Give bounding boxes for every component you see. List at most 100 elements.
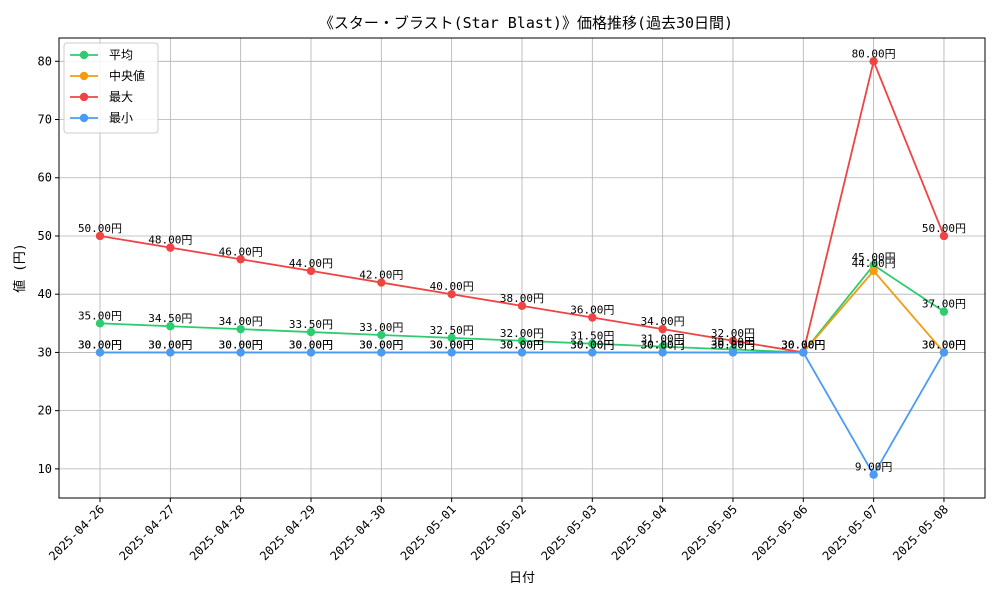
- data-label: 31.00円: [641, 333, 685, 346]
- data-label: 44.00円: [852, 257, 896, 270]
- data-point: [728, 336, 738, 345]
- data-label: 30.00円: [781, 338, 825, 351]
- data-label: 30.00円: [781, 338, 825, 351]
- data-label: 30.00円: [78, 338, 122, 351]
- data-point: [306, 327, 316, 337]
- data-label: 50.00円: [922, 222, 966, 235]
- x-tick-label: 2025-05-08: [890, 502, 951, 563]
- data-point: [377, 330, 386, 340]
- x-tick-label: 2025-05-03: [538, 502, 599, 563]
- data-label: 30.00円: [641, 338, 685, 351]
- data-label: 34.00円: [641, 315, 685, 328]
- data-label: 30.00円: [570, 338, 614, 351]
- data-point: [728, 348, 738, 357]
- data-point: [517, 336, 527, 345]
- x-tick-label: 2025-04-27: [116, 502, 177, 563]
- data-label: 37.00円: [922, 298, 966, 311]
- data-label: 30.00円: [711, 338, 755, 351]
- data-label: 30.00円: [359, 338, 403, 351]
- data-label: 32.00円: [711, 327, 755, 340]
- data-labels: 35.00円 34.50円 34.00円 33.50円 33.00円 32.50円 32.0…: [78, 47, 966, 473]
- data-label: 38.00円: [500, 292, 544, 305]
- legend-box: [63, 42, 159, 134]
- data-point: [236, 255, 245, 264]
- data-point: [658, 324, 667, 334]
- data-point: [658, 348, 667, 357]
- data-label: 40.00円: [430, 280, 474, 293]
- series-lines: [95, 57, 949, 479]
- x-tick-label: 2025-05-07: [820, 502, 881, 563]
- data-point: [939, 348, 949, 357]
- y-tick-label: 10: [38, 462, 52, 476]
- data-point: [306, 348, 316, 357]
- data-point: [869, 57, 878, 66]
- data-label: 34.00円: [219, 315, 263, 328]
- y-tick-label: 70: [38, 113, 52, 127]
- data-label: 32.50円: [430, 324, 474, 337]
- data-label: 30.00円: [500, 338, 544, 351]
- data-label: 80.00円: [852, 47, 896, 60]
- x-axis-label: 日付: [509, 571, 535, 586]
- data-point: [166, 348, 175, 357]
- x-tick-label: 2025-04-29: [257, 502, 318, 563]
- data-point: [939, 231, 949, 241]
- x-tick-label: 2025-04-26: [46, 502, 107, 563]
- legend-marker: [79, 92, 89, 102]
- y-tick-label: 50: [38, 229, 52, 243]
- y-axis-label: 値 (円): [12, 243, 28, 292]
- data-point: [447, 290, 456, 299]
- y-tick-label: 80: [38, 54, 52, 68]
- data-label: 30.00円: [219, 338, 263, 351]
- data-point: [95, 231, 105, 241]
- legend-entry: 最大: [109, 90, 133, 104]
- x-tick-label: 2025-05-01: [398, 502, 459, 563]
- data-label: 44.00円: [289, 257, 333, 270]
- data-label: 45.00円: [852, 251, 896, 264]
- data-point: [377, 278, 386, 287]
- data-label: 33.50円: [289, 318, 333, 331]
- data-label: 34.50円: [148, 312, 192, 325]
- data-point: [517, 348, 527, 357]
- data-label: 35.00円: [78, 309, 122, 322]
- legend-entry: 中央値: [109, 68, 145, 83]
- data-label: 32.00円: [500, 327, 544, 340]
- data-point: [306, 266, 316, 276]
- data-point: [939, 307, 949, 316]
- data-point: [869, 260, 878, 270]
- chart-title: 《スター・ブラスト(Star Blast)》価格推移(過去30日間): [319, 14, 733, 32]
- data-label: 30.00円: [781, 338, 825, 351]
- x-tick-label: 2025-05-02: [468, 502, 529, 563]
- data-label: 46.00円: [219, 245, 263, 258]
- data-point: [236, 348, 245, 357]
- data-label: 30.00円: [922, 338, 966, 351]
- data-point: [95, 348, 105, 357]
- data-label: 30.00円: [78, 338, 122, 351]
- data-label: 30.00円: [359, 338, 403, 351]
- legend-marker: [79, 50, 89, 60]
- data-label: 30.00円: [781, 338, 825, 351]
- data-label: 30.00円: [148, 338, 192, 351]
- legend-marker: [79, 71, 89, 81]
- data-point: [236, 324, 245, 334]
- data-label: 30.00円: [922, 338, 966, 351]
- x-tick-label: 2025-04-28: [187, 502, 248, 563]
- data-label: 33.00円: [359, 321, 403, 334]
- data-label: 50.00円: [78, 222, 122, 235]
- data-label: 30.00円: [289, 338, 333, 351]
- data-point: [588, 313, 597, 322]
- legend-entry: 最小: [109, 111, 133, 125]
- data-label: 30.00円: [148, 338, 192, 351]
- data-label: 36.00円: [570, 303, 614, 316]
- data-label: 30.50円: [711, 336, 755, 349]
- data-label: 9.00円: [855, 461, 893, 474]
- data-point: [95, 319, 105, 328]
- data-label: 30.00円: [430, 338, 474, 351]
- data-point: [517, 301, 527, 311]
- data-point: [799, 348, 808, 357]
- data-point: [588, 339, 597, 348]
- y-tick-label: 20: [38, 404, 52, 418]
- data-label: 30.00円: [219, 338, 263, 351]
